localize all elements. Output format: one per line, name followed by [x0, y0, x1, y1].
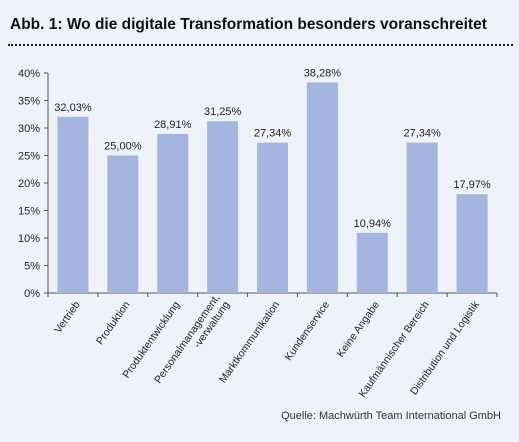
bar-value-label: 17,97% [453, 179, 491, 191]
y-tick-label: 15% [18, 206, 40, 218]
y-tick-label: 0% [24, 288, 40, 300]
bar [57, 116, 89, 294]
bar-value-label: 25,00% [104, 141, 142, 153]
bar-value-label: 27,34% [404, 128, 442, 140]
bar [306, 82, 338, 294]
bar [456, 194, 488, 293]
bar [207, 121, 239, 293]
bar [356, 232, 388, 293]
figure-title: Abb. 1: Wo die digitale Transformation b… [10, 16, 487, 33]
x-category-label-line: Keine Angabe [335, 299, 382, 360]
bar [107, 155, 139, 293]
y-tick-label: 5% [24, 261, 40, 273]
bar-value-label: 31,25% [204, 106, 242, 118]
y-tick-label: 40% [18, 68, 40, 80]
bar-value-label: 27,34% [254, 128, 292, 140]
x-category-label: Keine Angabe [335, 299, 382, 360]
x-category-label-line: Kundenservice [282, 299, 332, 363]
bar-value-label: 38,28% [304, 67, 342, 79]
bar-value-label: 28,91% [154, 119, 192, 131]
x-category-label: Produktion [94, 299, 133, 347]
bar [406, 142, 438, 293]
x-category-label-line: Personalmanagement, [152, 292, 222, 385]
x-category-label: Kundenservice [282, 299, 332, 363]
x-category-label: Vertrieb [52, 299, 83, 336]
x-category-label-line: Produktion [94, 299, 133, 347]
y-tick-label: 20% [18, 178, 40, 190]
x-category-label-line: Vertrieb [52, 299, 83, 336]
bar-value-label: 32,03% [54, 102, 92, 114]
source-note: Quelle: Machwürth Team International Gmb… [281, 410, 501, 422]
y-tick-label: 10% [18, 233, 40, 245]
title-bar: Abb. 1: Wo die digitale Transformation b… [0, 0, 519, 46]
y-tick-label: 25% [18, 151, 40, 163]
bar-value-label: 10,94% [354, 218, 392, 230]
bar [257, 142, 288, 293]
bar [157, 133, 189, 293]
dotted-divider [8, 44, 513, 46]
y-tick-label: 35% [18, 96, 40, 108]
y-tick-label: 30% [18, 123, 40, 135]
